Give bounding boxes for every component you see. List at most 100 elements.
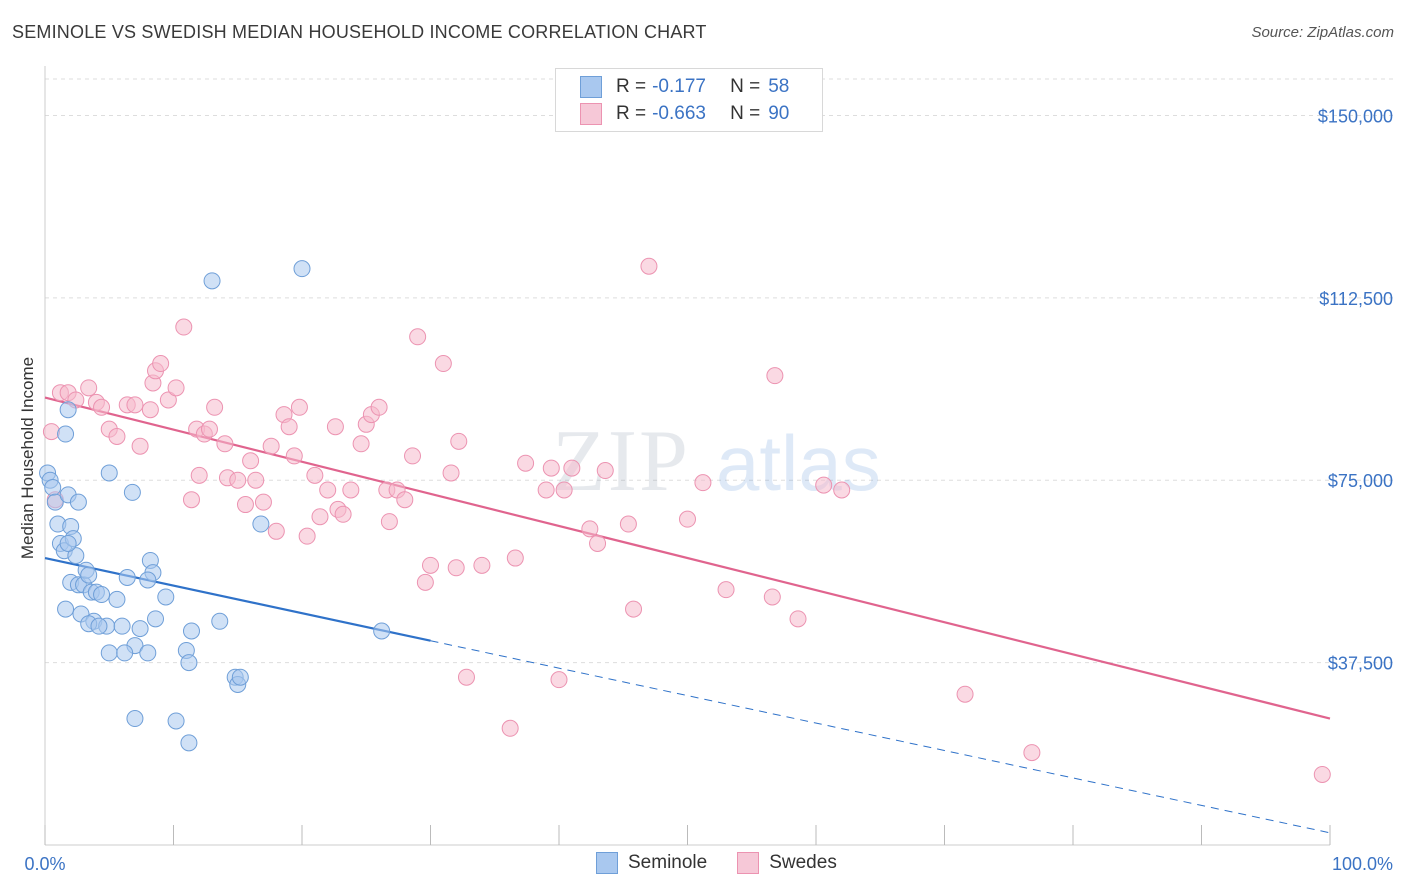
point-swedes [236, 496, 254, 514]
point-swedes [717, 581, 735, 599]
point-swedes [216, 435, 234, 453]
legend-r-label: R = [616, 103, 647, 124]
point-seminole [44, 479, 62, 497]
legend-n-value: 90 [768, 103, 790, 124]
point-seminole [180, 734, 198, 752]
y-tick-label: $75,000 [1328, 471, 1393, 491]
point-swedes [694, 474, 712, 492]
point-swedes [1023, 744, 1041, 762]
point-swedes [131, 437, 149, 455]
point-seminole [252, 515, 270, 533]
point-swedes [254, 493, 272, 511]
trend-line-swedes [44, 396, 1331, 720]
point-seminole [123, 483, 141, 501]
point-swedes [290, 398, 308, 416]
point-swedes [190, 466, 208, 484]
point-swedes [473, 556, 491, 574]
point-swedes [833, 481, 851, 499]
point-seminole [373, 622, 391, 640]
x-tick-label-max: 100.0% [1332, 854, 1393, 874]
point-swedes [80, 379, 98, 397]
point-seminole [167, 712, 185, 730]
point-swedes [167, 379, 185, 397]
series-legend-seminole[interactable]: Seminole [596, 852, 707, 874]
point-swedes [242, 452, 260, 470]
point-swedes [537, 481, 555, 499]
point-seminole [67, 547, 85, 565]
trend-line-seminole-extension [430, 640, 1331, 834]
legend-row-seminole: R = -0.177 N = 58 [580, 74, 789, 100]
point-swedes [581, 520, 599, 538]
point-swedes [563, 459, 581, 477]
point-seminole [69, 493, 87, 511]
point-seminole [90, 617, 108, 635]
point-swedes [442, 464, 460, 482]
point-swedes [206, 398, 224, 416]
series-legend-swedes[interactable]: Swedes [737, 852, 837, 874]
point-seminole [131, 620, 149, 638]
point-seminole [180, 654, 198, 672]
y-tick-label: $37,500 [1328, 654, 1393, 674]
point-swedes [42, 423, 60, 441]
point-swedes [182, 491, 200, 509]
x-tick-label-min: 0.0% [24, 854, 65, 874]
point-swedes [285, 447, 303, 465]
point-swedes [370, 398, 388, 416]
point-swedes [550, 671, 568, 689]
point-swedes [267, 522, 285, 540]
point-swedes [380, 513, 398, 531]
point-swedes [141, 401, 159, 419]
point-seminole [80, 566, 98, 584]
point-seminole [100, 644, 118, 662]
point-seminole [231, 668, 249, 686]
point-seminole [293, 260, 311, 278]
point-swedes [766, 367, 784, 385]
point-swedes [306, 466, 324, 484]
point-swedes [126, 396, 144, 414]
watermark: ZIP atlas [552, 413, 881, 510]
point-swedes [159, 391, 177, 409]
source-label: Source: ZipAtlas.com [1251, 24, 1394, 41]
point-swedes [416, 573, 434, 591]
point-swedes [200, 420, 218, 438]
point-swedes [298, 527, 316, 545]
point-seminole [57, 600, 75, 618]
point-seminole [211, 612, 229, 630]
series-swatch-swedes [737, 852, 760, 874]
point-swedes [457, 668, 475, 686]
point-swedes [763, 588, 781, 606]
point-swedes [352, 435, 370, 453]
point-swedes [311, 508, 329, 526]
point-swedes [334, 505, 352, 523]
point-swedes [108, 427, 126, 445]
point-swedes [789, 610, 807, 628]
point-seminole [118, 569, 136, 587]
series-label-seminole: Seminole [628, 852, 708, 873]
point-swedes [596, 462, 614, 480]
point-seminole [147, 610, 165, 628]
point-seminole [203, 272, 221, 290]
point-swedes [319, 481, 337, 499]
point-swedes [342, 481, 360, 499]
point-swedes [152, 355, 170, 373]
point-swedes [625, 600, 643, 618]
point-seminole [93, 586, 111, 604]
point-seminole [59, 534, 77, 552]
series-label-swedes: Swedes [769, 852, 837, 873]
point-seminole [182, 622, 200, 640]
point-seminole [116, 644, 134, 662]
legend-n-label: N = [730, 103, 761, 124]
point-swedes [447, 559, 465, 577]
point-swedes [640, 257, 658, 275]
point-seminole [59, 401, 77, 419]
point-swedes [326, 418, 344, 436]
point-swedes [396, 491, 414, 509]
scatter-points [39, 257, 1331, 783]
legend-swatch-seminole [580, 76, 602, 98]
point-swedes [517, 454, 535, 472]
correlation-legend: R = -0.177 N = 58 R = -0.663 N = 90 [555, 68, 823, 132]
watermark-atlas: atlas [716, 419, 881, 507]
point-swedes [247, 471, 265, 489]
legend-r-value: -0.663 [652, 103, 706, 124]
